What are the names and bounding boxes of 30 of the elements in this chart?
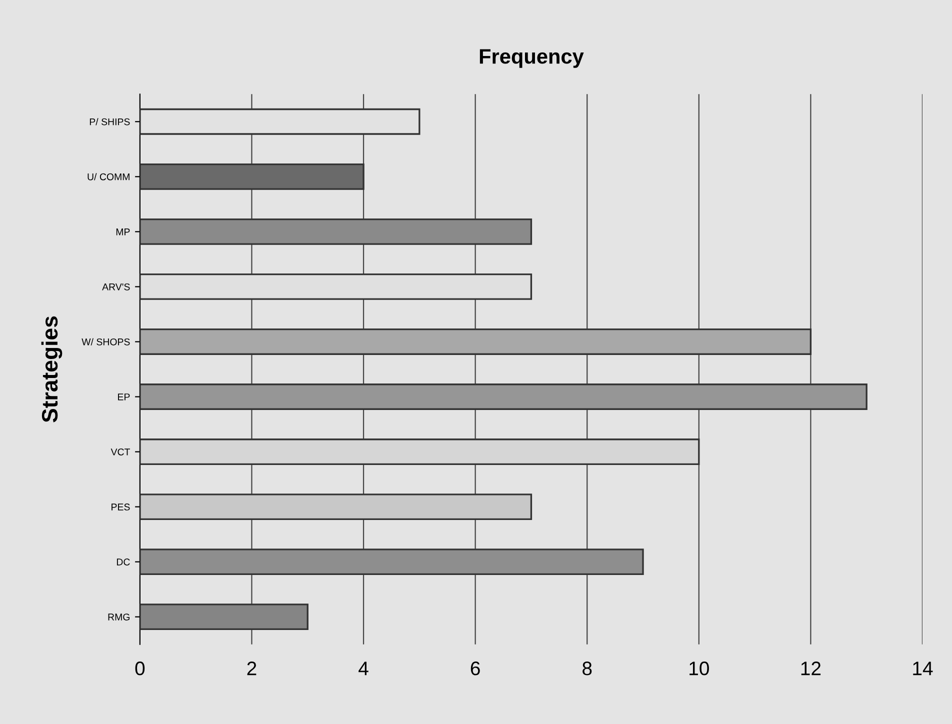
- y-axis-title: Strategies: [41, 316, 62, 422]
- bar: [140, 218, 532, 245]
- x-tick-label: 12: [801, 662, 821, 676]
- y-tick-label: U/ COMM: [88, 173, 130, 180]
- bar: [140, 548, 644, 576]
- bar: [140, 108, 420, 135]
- x-tick-label: 0: [135, 662, 145, 676]
- x-tick-label: 6: [470, 662, 480, 676]
- y-tick-label: P/ SHIPS: [90, 118, 130, 126]
- x-tick-label: 14: [913, 662, 933, 676]
- x-tick-label: 10: [690, 662, 709, 676]
- bar: [140, 438, 700, 465]
- y-tick-label: MP: [116, 228, 130, 236]
- y-tick-label: VCT: [110, 448, 130, 456]
- bar: [140, 328, 812, 355]
- x-tick-label: 2: [247, 662, 256, 676]
- bar: [140, 604, 308, 630]
- x-tick-label: 8: [582, 662, 592, 676]
- y-tick-label: DC: [116, 558, 130, 566]
- bar: [140, 163, 364, 190]
- x-tick-label: 4: [358, 662, 368, 676]
- y-tick-label: PES: [112, 504, 130, 510]
- chart-title: Frequency: [480, 49, 584, 68]
- bar: [140, 384, 868, 410]
- y-tick-label: ARV'S: [102, 283, 130, 290]
- y-tick-label: W/ SHOPS: [82, 338, 130, 346]
- bar: [140, 494, 532, 520]
- y-tick-label: EP: [118, 394, 130, 400]
- y-tick-label: RMG: [108, 614, 130, 620]
- bar: [140, 273, 532, 300]
